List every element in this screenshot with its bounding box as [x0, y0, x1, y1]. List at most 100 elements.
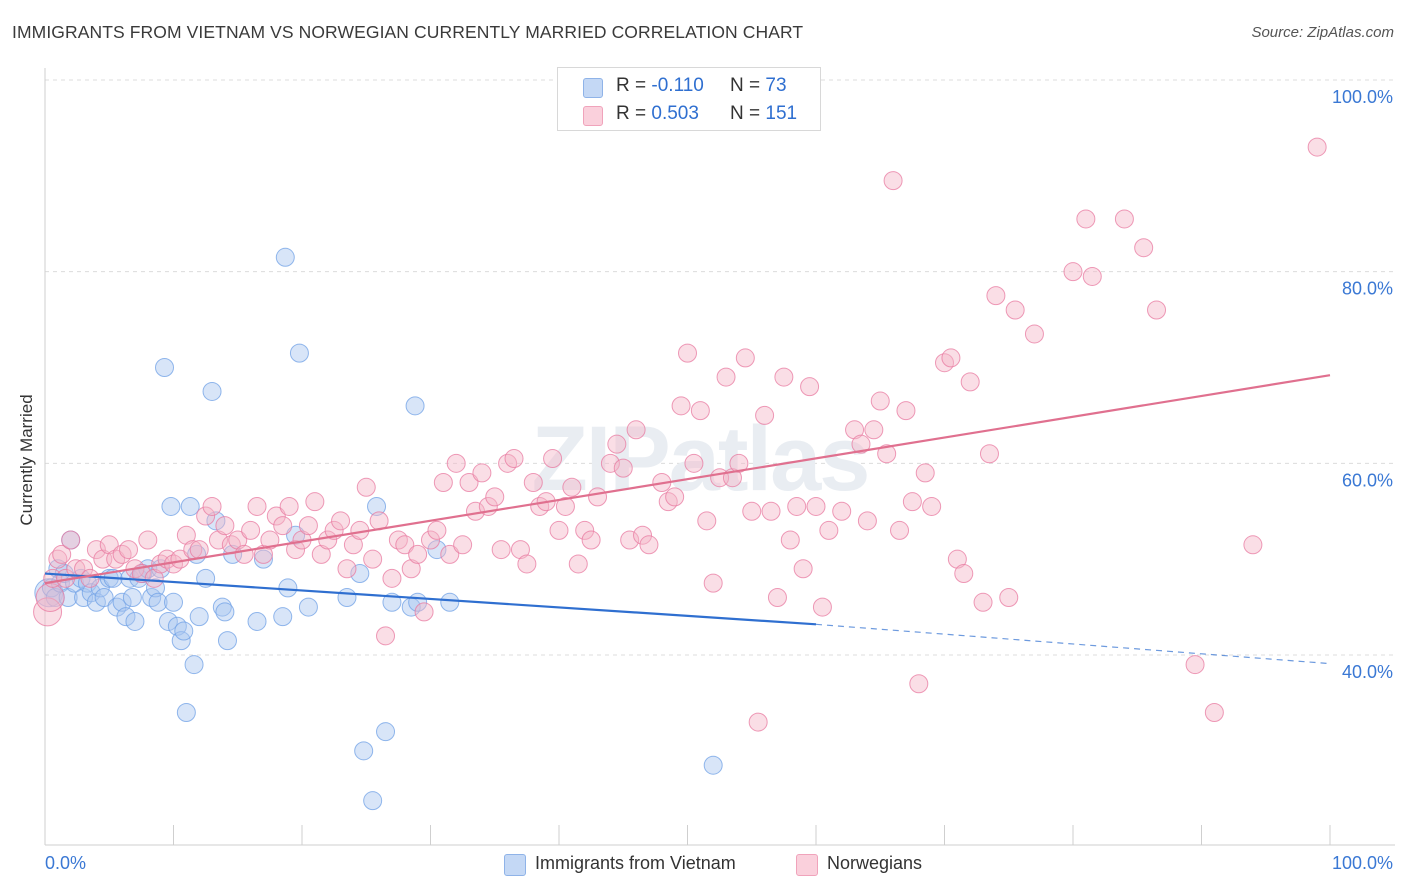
norwegian-point [421, 530, 440, 550]
norwegian-point [305, 492, 325, 512]
norwegian-point [806, 496, 826, 516]
norwegian-point [941, 348, 961, 368]
legend-label-vietnam: Immigrants from Vietnam [535, 853, 736, 873]
norwegians-trend-line [44, 374, 1331, 585]
vietnam-point [247, 611, 267, 631]
norwegian-point [793, 559, 813, 579]
norwegian-point [1082, 266, 1102, 286]
norwegian-point [562, 477, 582, 497]
norwegian-point [902, 492, 922, 512]
norwegian-point [202, 496, 222, 516]
norwegian-point [1243, 535, 1263, 555]
norwegian-point [119, 540, 139, 560]
norwegian-point [774, 367, 794, 387]
vietnam-point [440, 592, 460, 612]
norwegian-point [671, 396, 691, 416]
vietnam-point [363, 791, 383, 811]
norwegian-point [401, 559, 421, 579]
vietnam-point [158, 611, 178, 631]
norwegian-point [639, 535, 659, 555]
vietnam-point [273, 607, 293, 627]
source-credit: Source: ZipAtlas.com [1251, 24, 1394, 41]
r-label: R = [616, 75, 647, 96]
norwegian-point [33, 597, 63, 627]
norwegian-point [356, 477, 376, 497]
series-legend: Immigrants from Vietnam Norwegians [0, 852, 1406, 878]
correlation-legend: R = -0.110 N = 73 R = 0.503 N = 151 [557, 67, 821, 131]
vietnam-point [94, 588, 114, 607]
norwegian-point [504, 449, 524, 469]
norwegian-point [1307, 137, 1327, 157]
norwegian-point [581, 530, 601, 550]
norwegian-point [665, 487, 685, 507]
norwegian-point [80, 568, 100, 588]
vietnam-point [278, 578, 298, 598]
norwegian-point [607, 434, 627, 454]
norwegian-point [86, 540, 106, 560]
chart-title: IMMIGRANTS FROM VIETNAM VS NORWEGIAN CUR… [12, 22, 804, 42]
vietnam-point [206, 511, 226, 531]
norwegian-point [703, 573, 723, 593]
vietnam-point [180, 496, 200, 516]
r-value: -0.110 [651, 75, 704, 96]
vietnam-point [122, 588, 142, 607]
axes [44, 68, 1395, 846]
norwegian-point [196, 506, 216, 526]
x-tick-label-min: 0.0% [45, 853, 86, 873]
norwegian-point [1063, 262, 1083, 282]
norwegian-point [234, 544, 254, 564]
norwegian-point [376, 626, 396, 646]
norwegian-point [819, 520, 839, 540]
norwegian-point [549, 520, 569, 540]
norwegian-point [761, 501, 781, 521]
norwegian-point [61, 530, 81, 550]
vietnam-point [350, 564, 370, 584]
norwegian-point [684, 453, 704, 473]
norwegian-point [947, 549, 967, 569]
norwegian-point [408, 544, 428, 564]
norwegian-point [176, 525, 196, 545]
norwegian-point [35, 583, 65, 612]
norwegian-point [459, 473, 479, 492]
vietnam-point [289, 343, 309, 363]
y-tick-label: 60.0% [1342, 470, 1393, 490]
norwegian-point [1024, 324, 1044, 344]
vietnam-point [337, 588, 357, 607]
norwegian-point [453, 535, 473, 555]
norwegian-point [787, 496, 807, 516]
norwegian-point [266, 506, 286, 526]
norwegian-point [735, 348, 755, 368]
norwegian-point [851, 434, 871, 454]
norwegian-point [189, 540, 209, 560]
trend-lines [44, 374, 1331, 665]
vietnam-point [112, 592, 132, 612]
vietnam-point [174, 621, 194, 641]
norwegian-point [832, 501, 852, 521]
norwegian-point [633, 525, 653, 545]
vietnam-point [164, 592, 183, 612]
norwegian-point [800, 377, 820, 397]
y-tick-label: 80.0% [1342, 279, 1393, 299]
norwegian-point [973, 592, 993, 612]
norwegian-point [472, 463, 492, 483]
norwegian-point [864, 420, 884, 440]
vietnam-point [176, 703, 196, 722]
norwegian-point [241, 520, 261, 540]
norwegian-point [896, 401, 916, 421]
vietnam-point [367, 496, 387, 516]
norwegian-point [877, 444, 897, 464]
norwegian-point [748, 712, 768, 732]
norwegian-point [298, 516, 318, 536]
vietnam-point [376, 722, 396, 742]
norwegian-point [1114, 209, 1134, 229]
y-axis-label: Currently Married [17, 394, 36, 526]
norwegian-point [999, 588, 1019, 607]
norwegian-point [922, 496, 942, 516]
norwegian-point [915, 463, 935, 483]
legend-swatch-norwegians [583, 106, 603, 126]
norwegian-point [697, 511, 717, 531]
legend-row-vietnam: R = -0.110 N = 73 [558, 72, 820, 102]
norwegian-point [208, 530, 228, 550]
norwegian-point [954, 564, 974, 584]
